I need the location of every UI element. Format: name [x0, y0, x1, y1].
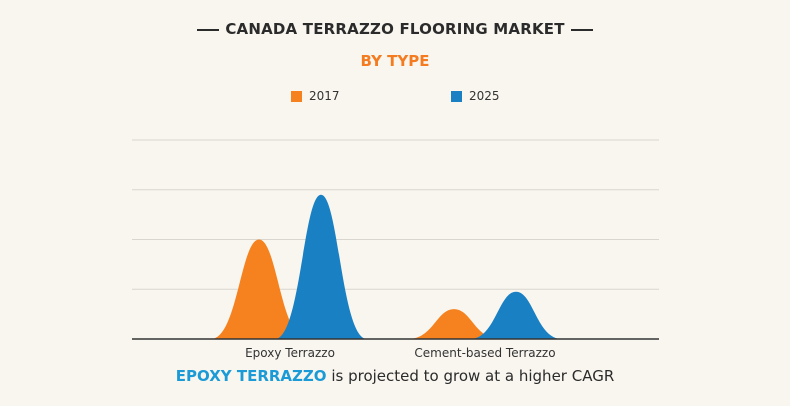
x-tick-label: Epoxy Terrazzo — [245, 346, 335, 360]
footer-highlight: EPOXY TERRAZZO — [175, 367, 327, 385]
footer-text: is projected to grow at a higher CAGR — [326, 367, 615, 385]
chart-footer: EPOXY TERRAZZO is projected to grow at a… — [0, 367, 790, 385]
x-tick-label: Cement-based Terrazzo — [414, 346, 555, 360]
legend-swatch-2017 — [291, 90, 302, 102]
legend-label-2025: 2025 — [469, 89, 500, 103]
title-rule-left — [197, 28, 220, 31]
chart-title-text: CANADA TERRAZZO FLOORING MARKET — [225, 20, 565, 38]
peak-2017-epoxy-terrazzo — [211, 239, 307, 339]
peak-2025-cement-based-terrazzo — [470, 291, 562, 339]
peak-2017-cement-based-terrazzo — [408, 309, 500, 339]
legend-item-2025: 2025 — [451, 89, 500, 103]
legend-item-2017: 2017 — [291, 89, 340, 103]
legend-label-2017: 2017 — [309, 89, 340, 103]
chart-subtitle: BY TYPE — [360, 52, 430, 70]
title-rule-right — [570, 28, 593, 31]
peak-2025-epoxy-terrazzo — [275, 194, 367, 339]
chart-title: CANADA TERRAZZO FLOORING MARKET — [0, 20, 790, 38]
legend-swatch-2025 — [451, 90, 462, 102]
